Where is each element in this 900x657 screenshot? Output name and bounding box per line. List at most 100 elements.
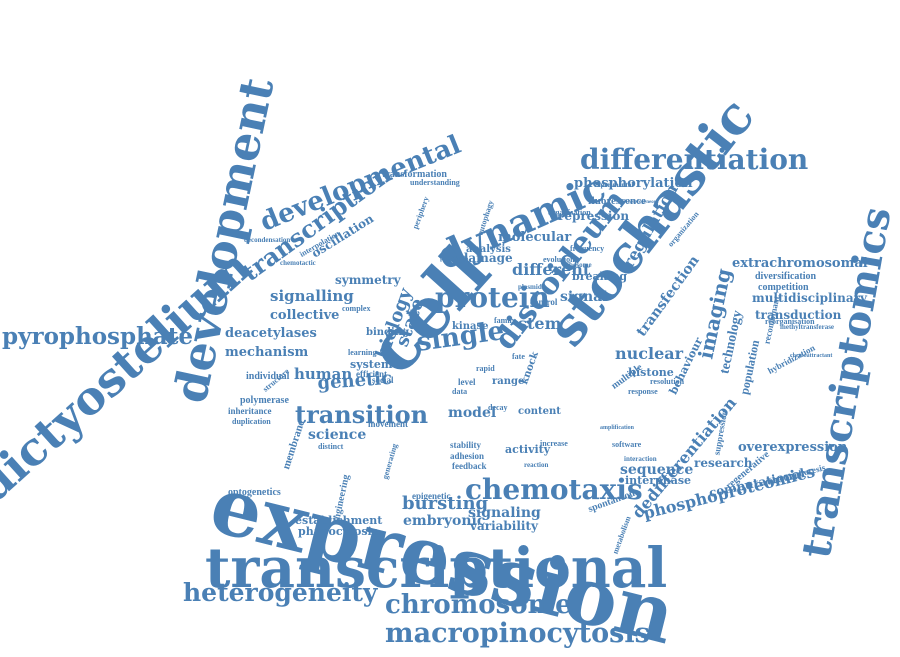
cloud-word: movement [368,419,408,430]
cloud-word: variability [470,518,538,533]
cloud-word: repression [558,208,630,223]
cloud-word: fate [512,352,525,362]
cloud-word: range [492,375,525,387]
cloud-word: content [518,405,561,417]
cloud-word: population [737,338,763,396]
cloud-word: phosphorylation [574,175,693,191]
cloud-word: deacetylases [225,325,317,341]
cloud-word: data [452,387,468,397]
cloud-word: amplification [600,424,634,431]
cloud-word: generating [380,442,400,481]
cloud-word: methyltransferase [780,323,835,332]
cloud-word: bursting [402,492,489,514]
cloud-word: family [494,316,516,326]
cloud-word: understanding [410,178,460,188]
cloud-word: extrachromosomal [732,255,868,271]
cloud-word: overexpression [738,439,848,455]
cloud-word: pyrophosphate [2,323,193,351]
cloud-word: signaling [468,505,541,522]
cloud-word: level [458,377,476,388]
cloud-word: interphase [625,473,692,487]
cloud-word: evolution [543,255,575,265]
cloud-word: activity [505,442,551,456]
cloud-word: individual [246,370,290,382]
cloud-word: differentiation [580,143,809,177]
cloud-word: different [512,260,591,280]
cloud-word: multidisciplinary [752,290,867,305]
cloud-word: damage [460,250,513,265]
cloud-word: periphery [410,195,431,231]
cloud-word: chemotactic [280,259,316,268]
cloud-word: histone [628,365,674,379]
cloud-word: rapid [476,364,495,374]
cloud-word: epigenetic [412,491,451,502]
cloud-word: interaction [624,455,657,464]
cloud-word: frequency [570,244,605,254]
cloud-word: transcriptional [205,535,668,601]
cloud-word: learning [348,348,377,358]
cloud-word: model [448,405,497,422]
cloud-word: transition [295,399,429,429]
cloud-word: embryonic [403,513,486,530]
cloud-word: signal [560,289,608,306]
cloud-word: human [294,365,353,384]
cloud-word: breaking [572,269,628,283]
cloud-word: organisation [548,208,591,218]
cloud-word: sequence [620,462,694,479]
cloud-word: protein [435,281,550,315]
cloud-word: transformation [382,168,447,180]
cloud-word: symmetry [335,272,401,287]
cloud-word: molecular [498,229,572,245]
cloud-word: heterogeneous [628,199,659,205]
cloud-word: science [308,427,367,444]
cloud-word: polymerase [240,394,289,406]
cloud-word: plasmid [518,283,542,292]
cloud-word: inheritance [228,406,272,417]
cloud-word: hybridization [765,342,817,377]
cloud-word: fluorescence [588,194,646,207]
cloud-word: ribosome [564,261,592,270]
cloud-word: signalling [270,287,354,306]
cloud-word: response [628,387,658,397]
cloud-word: decay [488,403,508,413]
cloud-word: membrane [280,418,308,471]
cloud-word: feedback [452,461,487,472]
cloud-word: macropinocytosis [385,618,650,650]
cloud-word: system [350,357,393,371]
cloud-word: reorganisation [765,317,815,327]
cloud-word: adhesion [450,451,485,462]
cloud-word: reaction [524,461,549,470]
cloud-word: kinase [452,320,489,332]
cloud-word: decondensation [244,236,291,245]
cloud-word: diversification [755,270,817,282]
cloud-word: phagocytosis [298,524,378,538]
cloud-word: competition [758,281,809,293]
cloud-word: chemotaxis [465,473,643,507]
cloud-word: establishment [295,513,383,527]
cloud-word: software [612,440,642,450]
cloud-word: stem [518,314,562,334]
cloud-word: stability [450,440,482,451]
cloud-word: experimental [594,181,634,190]
cloud-word: collective [270,307,340,323]
cloud-word: resolution [650,377,685,387]
cloud-word: efficient [356,369,387,380]
cloud-word: chemoattractant [790,352,833,359]
cloud-word: duplication [232,417,271,427]
cloud-word: control [530,297,558,308]
cloud-word: complex [342,304,371,314]
cloud-word: analysis [466,243,511,255]
cloud-word: distinct [318,442,344,452]
cloud-word: mechanism [225,344,309,360]
cloud-word: processes [440,254,468,263]
cloud-word: increase [540,439,568,449]
cloud-word: nuclear [615,344,684,364]
cloud-word: optogenetics [228,486,281,498]
cloud-word: chromosome [385,589,572,620]
cloud-word: transduction [755,307,842,322]
cloud-word: social [372,375,394,386]
cloud-word: research [694,455,753,470]
cloud-word: binding [366,326,410,338]
cloud-word: heterogeneity [183,577,378,607]
